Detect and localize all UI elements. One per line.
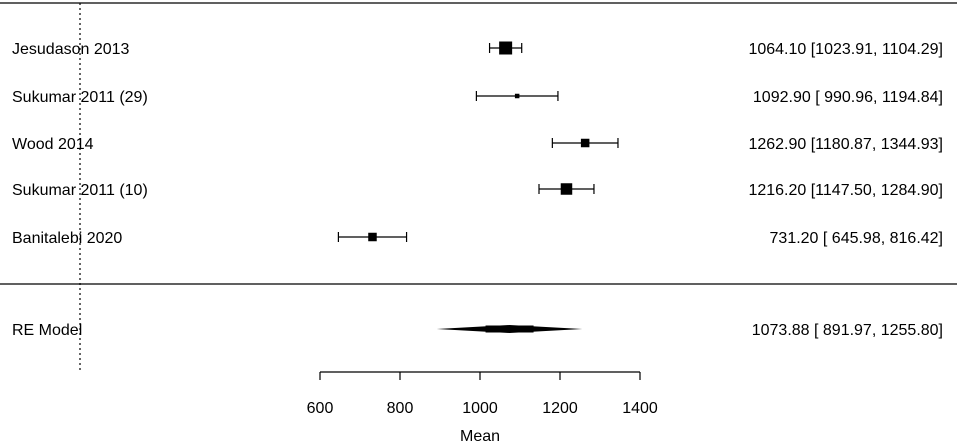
study-rows: Jesudason 2013 1064.10 [1023.91, 1104.29]… bbox=[12, 41, 943, 247]
summary-row: RE Model 1073.88 [ 891.97, 1255.80] bbox=[12, 322, 943, 339]
ci-text: 731.20 [ 645.98, 816.42] bbox=[770, 230, 943, 247]
summary-center-block bbox=[485, 325, 534, 333]
x-tick-label: 1000 bbox=[462, 400, 498, 417]
point-estimate-square bbox=[514, 93, 520, 99]
study-row: Jesudason 2013 1064.10 [1023.91, 1104.29] bbox=[12, 41, 943, 58]
study-label: Jesudason 2013 bbox=[12, 41, 130, 58]
x-tick-label: 800 bbox=[387, 400, 414, 417]
ci-text: 1216.20 [1147.50, 1284.90] bbox=[748, 182, 943, 199]
study-row: Banitalebi 2020 731.20 [ 645.98, 816.42] bbox=[12, 230, 943, 247]
x-tick-label: 600 bbox=[307, 400, 334, 417]
summary-ci-text: 1073.88 [ 891.97, 1255.80] bbox=[752, 322, 943, 339]
x-axis: 600 800 1000 1200 1400 bbox=[307, 371, 658, 417]
study-label: Sukumar 2011 (10) bbox=[12, 182, 148, 199]
study-row: Wood 2014 1262.90 [1180.87, 1344.93] bbox=[12, 136, 943, 153]
ci-text: 1064.10 [1023.91, 1104.29] bbox=[748, 41, 943, 58]
point-estimate-square bbox=[368, 232, 377, 242]
x-axis-label: Mean bbox=[460, 428, 500, 445]
summary-label: RE Model bbox=[12, 322, 82, 339]
ci-text: 1092.90 [ 990.96, 1194.84] bbox=[753, 89, 943, 106]
point-estimate-square bbox=[580, 138, 590, 148]
study-label: Sukumar 2011 (29) bbox=[12, 89, 148, 106]
point-estimate-square bbox=[499, 41, 513, 55]
x-tick-label: 1400 bbox=[622, 400, 658, 417]
ci-text: 1262.90 [1180.87, 1344.93] bbox=[748, 136, 943, 153]
study-label: Wood 2014 bbox=[12, 136, 94, 153]
point-estimate-square bbox=[560, 183, 573, 195]
study-row: Sukumar 2011 (29) 1092.90 [ 990.96, 1194.… bbox=[12, 89, 943, 106]
study-row: Sukumar 2011 (10) 1216.20 [1147.50, 1284.… bbox=[12, 182, 943, 199]
study-label: Banitalebi 2020 bbox=[12, 230, 122, 247]
x-tick-label: 1200 bbox=[542, 400, 578, 417]
